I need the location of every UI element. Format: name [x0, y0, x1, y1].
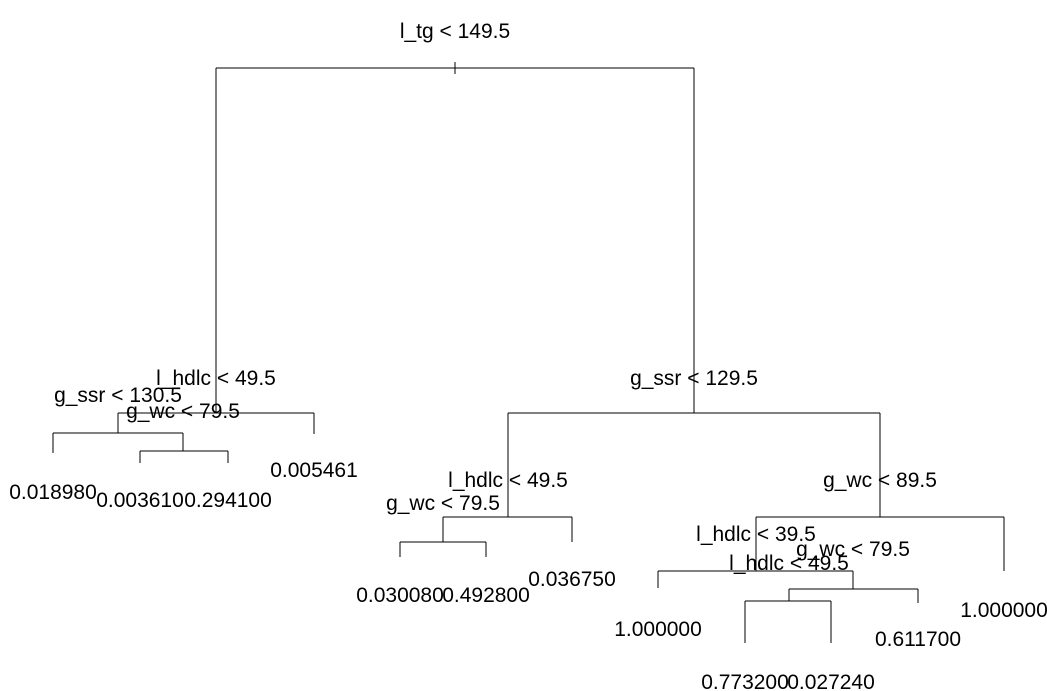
leaf-value: 0.492800: [442, 584, 530, 607]
split-label: g_wc < 79.5: [386, 492, 500, 515]
split-label: l_hdlc < 49.5: [729, 552, 849, 575]
split-label: g_wc < 79.5: [796, 538, 910, 561]
split-label-root: l_tg < 149.5: [400, 20, 510, 43]
leaf-value: 0.005461: [270, 459, 358, 482]
split-label: l_hdlc < 39.5: [696, 523, 816, 546]
leaf-value: 0.003610: [96, 489, 184, 512]
leaf-value: 0.036750: [528, 568, 616, 591]
split-label: g_wc < 89.5: [823, 469, 937, 492]
leaf-value: 0.027240: [787, 671, 875, 691]
leaf-value: 1.000000: [614, 618, 702, 641]
leaf-value: 0.773200: [701, 671, 789, 691]
split-label: l_hdlc < 49.5: [448, 469, 568, 492]
split-label: l_hdlc < 49.5: [156, 367, 276, 390]
leaf-value: 0.030080: [356, 584, 444, 607]
leaf-value: 1.000000: [960, 599, 1047, 622]
leaf-value: 0.294100: [184, 489, 272, 512]
split-label: g_ssr < 130.5: [54, 384, 182, 407]
split-label: g_wc < 79.5: [126, 400, 240, 423]
leaf-value: 0.611700: [875, 628, 961, 651]
leaf-value: 0.018980: [9, 481, 97, 504]
split-label: g_ssr < 129.5: [630, 367, 758, 390]
